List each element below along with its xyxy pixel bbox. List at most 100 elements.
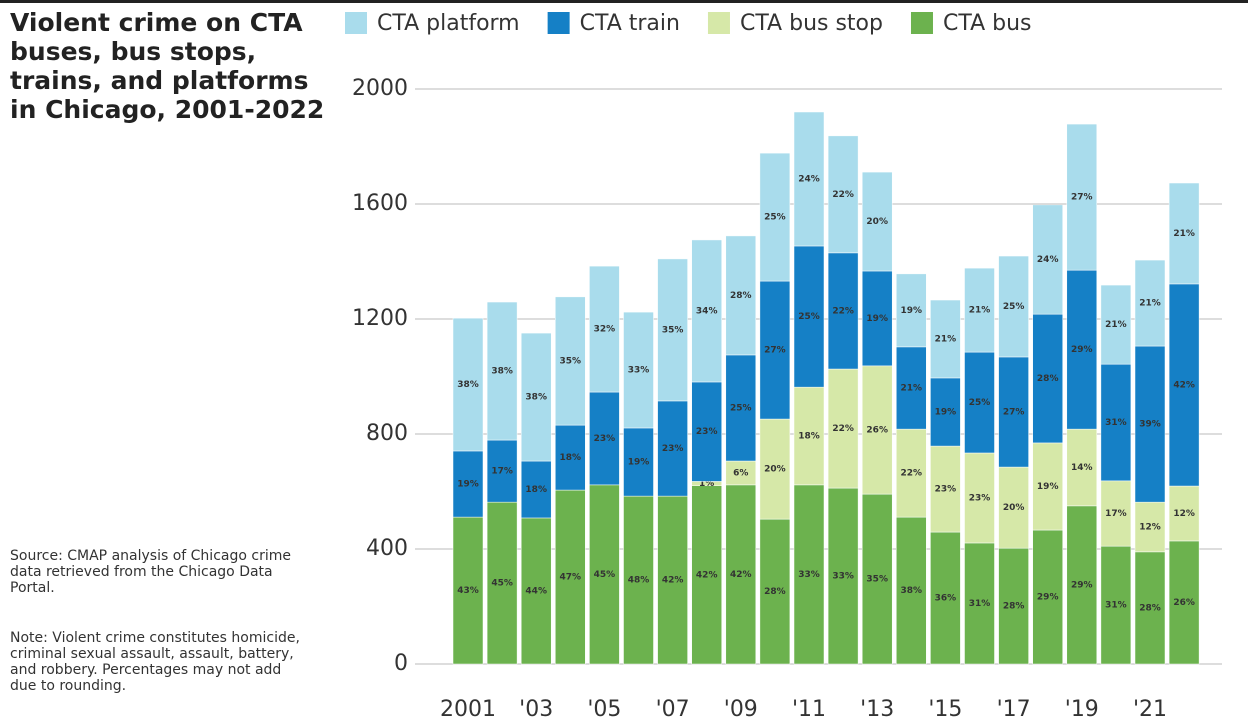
value-label: 31% bbox=[1105, 601, 1127, 611]
value-label: 27% bbox=[764, 346, 786, 356]
value-label: 29% bbox=[1037, 593, 1059, 603]
bar-segment bbox=[896, 428, 927, 518]
x-tick-label: '03 bbox=[519, 697, 553, 722]
y-tick-label: 1600 bbox=[352, 191, 408, 216]
value-label: 17% bbox=[491, 467, 513, 477]
bar-segment bbox=[691, 485, 722, 665]
value-label: 28% bbox=[730, 291, 752, 301]
bar-segment bbox=[555, 489, 586, 665]
value-label: 42% bbox=[730, 570, 752, 580]
bar-segment bbox=[725, 484, 757, 665]
value-label: 28% bbox=[1139, 603, 1161, 613]
value-label: 34% bbox=[696, 306, 718, 316]
value-label: 19% bbox=[901, 306, 923, 316]
bar-segment bbox=[520, 332, 552, 462]
bar-segment bbox=[725, 354, 757, 462]
x-tick-label: '05 bbox=[587, 697, 621, 722]
bar-segment bbox=[964, 542, 995, 665]
value-label: 12% bbox=[1173, 509, 1195, 519]
value-label: 36% bbox=[935, 594, 957, 604]
value-label: 25% bbox=[969, 398, 991, 408]
value-label: 44% bbox=[525, 586, 547, 596]
bar-segment bbox=[1066, 505, 1098, 665]
bar-segment bbox=[1032, 313, 1063, 444]
top-rule bbox=[0, 0, 1248, 3]
bar-segment bbox=[827, 368, 859, 489]
bar-segment bbox=[793, 245, 825, 388]
value-label: 21% bbox=[969, 306, 991, 316]
value-label: 21% bbox=[935, 334, 957, 344]
x-tick-label: '21 bbox=[1133, 697, 1167, 722]
value-label: 25% bbox=[764, 213, 786, 223]
value-label: 48% bbox=[628, 576, 650, 586]
value-label: 31% bbox=[969, 599, 991, 609]
bar-segment bbox=[1032, 529, 1063, 665]
bar-segment bbox=[589, 265, 620, 393]
value-label: 27% bbox=[1003, 408, 1025, 418]
x-tick-label: '19 bbox=[1065, 697, 1099, 722]
bar-segment bbox=[964, 452, 995, 544]
bar-segment bbox=[861, 493, 893, 665]
value-label: 22% bbox=[832, 190, 854, 200]
legend-label: CTA bus stop bbox=[740, 11, 883, 36]
bar-segment bbox=[759, 152, 791, 282]
value-label: 24% bbox=[1037, 255, 1059, 265]
value-label: 17% bbox=[1105, 509, 1127, 519]
bar-segment bbox=[1168, 485, 1200, 542]
value-label: 22% bbox=[832, 306, 854, 316]
value-label: 42% bbox=[696, 570, 718, 580]
bar-segment bbox=[520, 460, 552, 519]
legend-label: CTA bus bbox=[943, 11, 1032, 36]
bar-segment bbox=[657, 495, 688, 665]
bar-segment bbox=[998, 356, 1029, 468]
value-label: 22% bbox=[901, 469, 923, 479]
value-label: 19% bbox=[628, 458, 650, 468]
y-tick-label: 2000 bbox=[352, 76, 408, 101]
bar-segment bbox=[861, 171, 893, 272]
bar-segment bbox=[896, 273, 927, 348]
bar-segment bbox=[1134, 259, 1166, 347]
bar-segment bbox=[1134, 501, 1166, 553]
bar-segment bbox=[486, 301, 518, 441]
chart-title: Violent crime on CTA buses, bus stops, t… bbox=[10, 8, 325, 124]
x-tick-label: '13 bbox=[860, 697, 894, 722]
legend-swatch bbox=[345, 12, 367, 34]
bar-segment bbox=[793, 484, 825, 665]
value-label: 26% bbox=[1173, 598, 1195, 608]
bar-segment bbox=[759, 280, 791, 420]
bar-segment bbox=[998, 255, 1029, 358]
bar-segment bbox=[793, 111, 825, 247]
bar-segment bbox=[827, 135, 859, 254]
bar-segment bbox=[930, 445, 961, 533]
value-label: 19% bbox=[866, 314, 888, 324]
value-label: 18% bbox=[798, 432, 820, 442]
bar-segment bbox=[930, 299, 961, 379]
value-label: 28% bbox=[1003, 602, 1025, 612]
bar-segment bbox=[452, 317, 484, 452]
source-note: Source: CMAP analysis of Chicago crime d… bbox=[10, 548, 291, 596]
value-label: 21% bbox=[1139, 299, 1161, 309]
x-tick-label: '11 bbox=[792, 697, 826, 722]
bar-segment bbox=[623, 311, 654, 429]
bar-segment bbox=[793, 386, 825, 486]
value-label: 18% bbox=[560, 453, 582, 463]
value-label: 21% bbox=[1173, 229, 1195, 239]
bar-segment bbox=[725, 235, 757, 356]
bar-segment bbox=[964, 267, 995, 353]
value-label: 33% bbox=[798, 570, 820, 580]
value-label: 20% bbox=[866, 217, 888, 227]
bar-segment bbox=[486, 439, 518, 503]
value-label: 6% bbox=[733, 468, 748, 478]
bar-segment bbox=[1032, 442, 1063, 531]
bar-segment bbox=[1100, 284, 1132, 365]
value-label: 27% bbox=[1071, 193, 1093, 203]
bar-segment bbox=[691, 239, 722, 383]
value-label: 42% bbox=[662, 576, 684, 586]
value-label: 14% bbox=[1071, 463, 1093, 473]
bar-segment bbox=[691, 381, 722, 482]
bar-segment bbox=[1168, 182, 1200, 285]
y-tick-label: 1200 bbox=[352, 306, 408, 331]
bar-segment bbox=[861, 270, 893, 367]
x-tick-label: '17 bbox=[997, 697, 1031, 722]
value-label: 31% bbox=[1105, 418, 1127, 428]
